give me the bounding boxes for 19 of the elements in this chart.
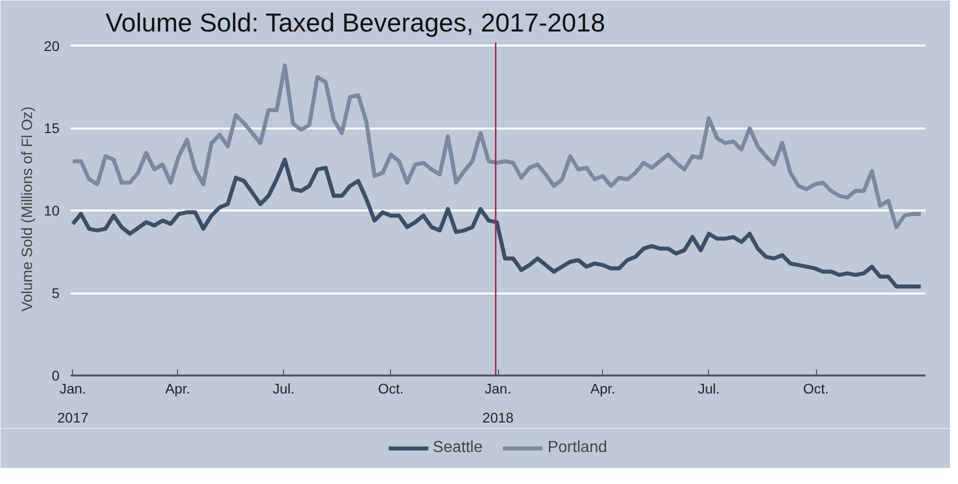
line-series [70,158,923,288]
y-tick-label: 0 [52,368,60,384]
line-series [70,64,923,230]
x-tick-label: Jul. [272,380,295,396]
x-tick-label: Oct. [378,380,404,396]
y-tick-label: 10 [44,202,60,219]
x-tick-label: Jan. 2017 [57,380,89,426]
legend-label: Portland [548,439,608,457]
x-tick-label: Jul. [698,380,720,396]
y-tick-label: 20 [44,38,60,54]
x-tick-label: Oct. [803,380,829,396]
y-tick-label: 5 [52,285,60,302]
x-tick-label: Jan. 2018 [482,380,514,426]
x-tick-label: Apr. [590,380,616,396]
legend-label: Seattle [432,439,483,457]
y-axis-title: Volume Sold (Millions of Fl Oz) [18,106,36,312]
chart-title: Volume Sold: Taxed Beverages, 2017-2018 [106,8,606,38]
x-tick-label: Apr. [165,380,190,396]
y-tick-label: 15 [44,120,60,136]
